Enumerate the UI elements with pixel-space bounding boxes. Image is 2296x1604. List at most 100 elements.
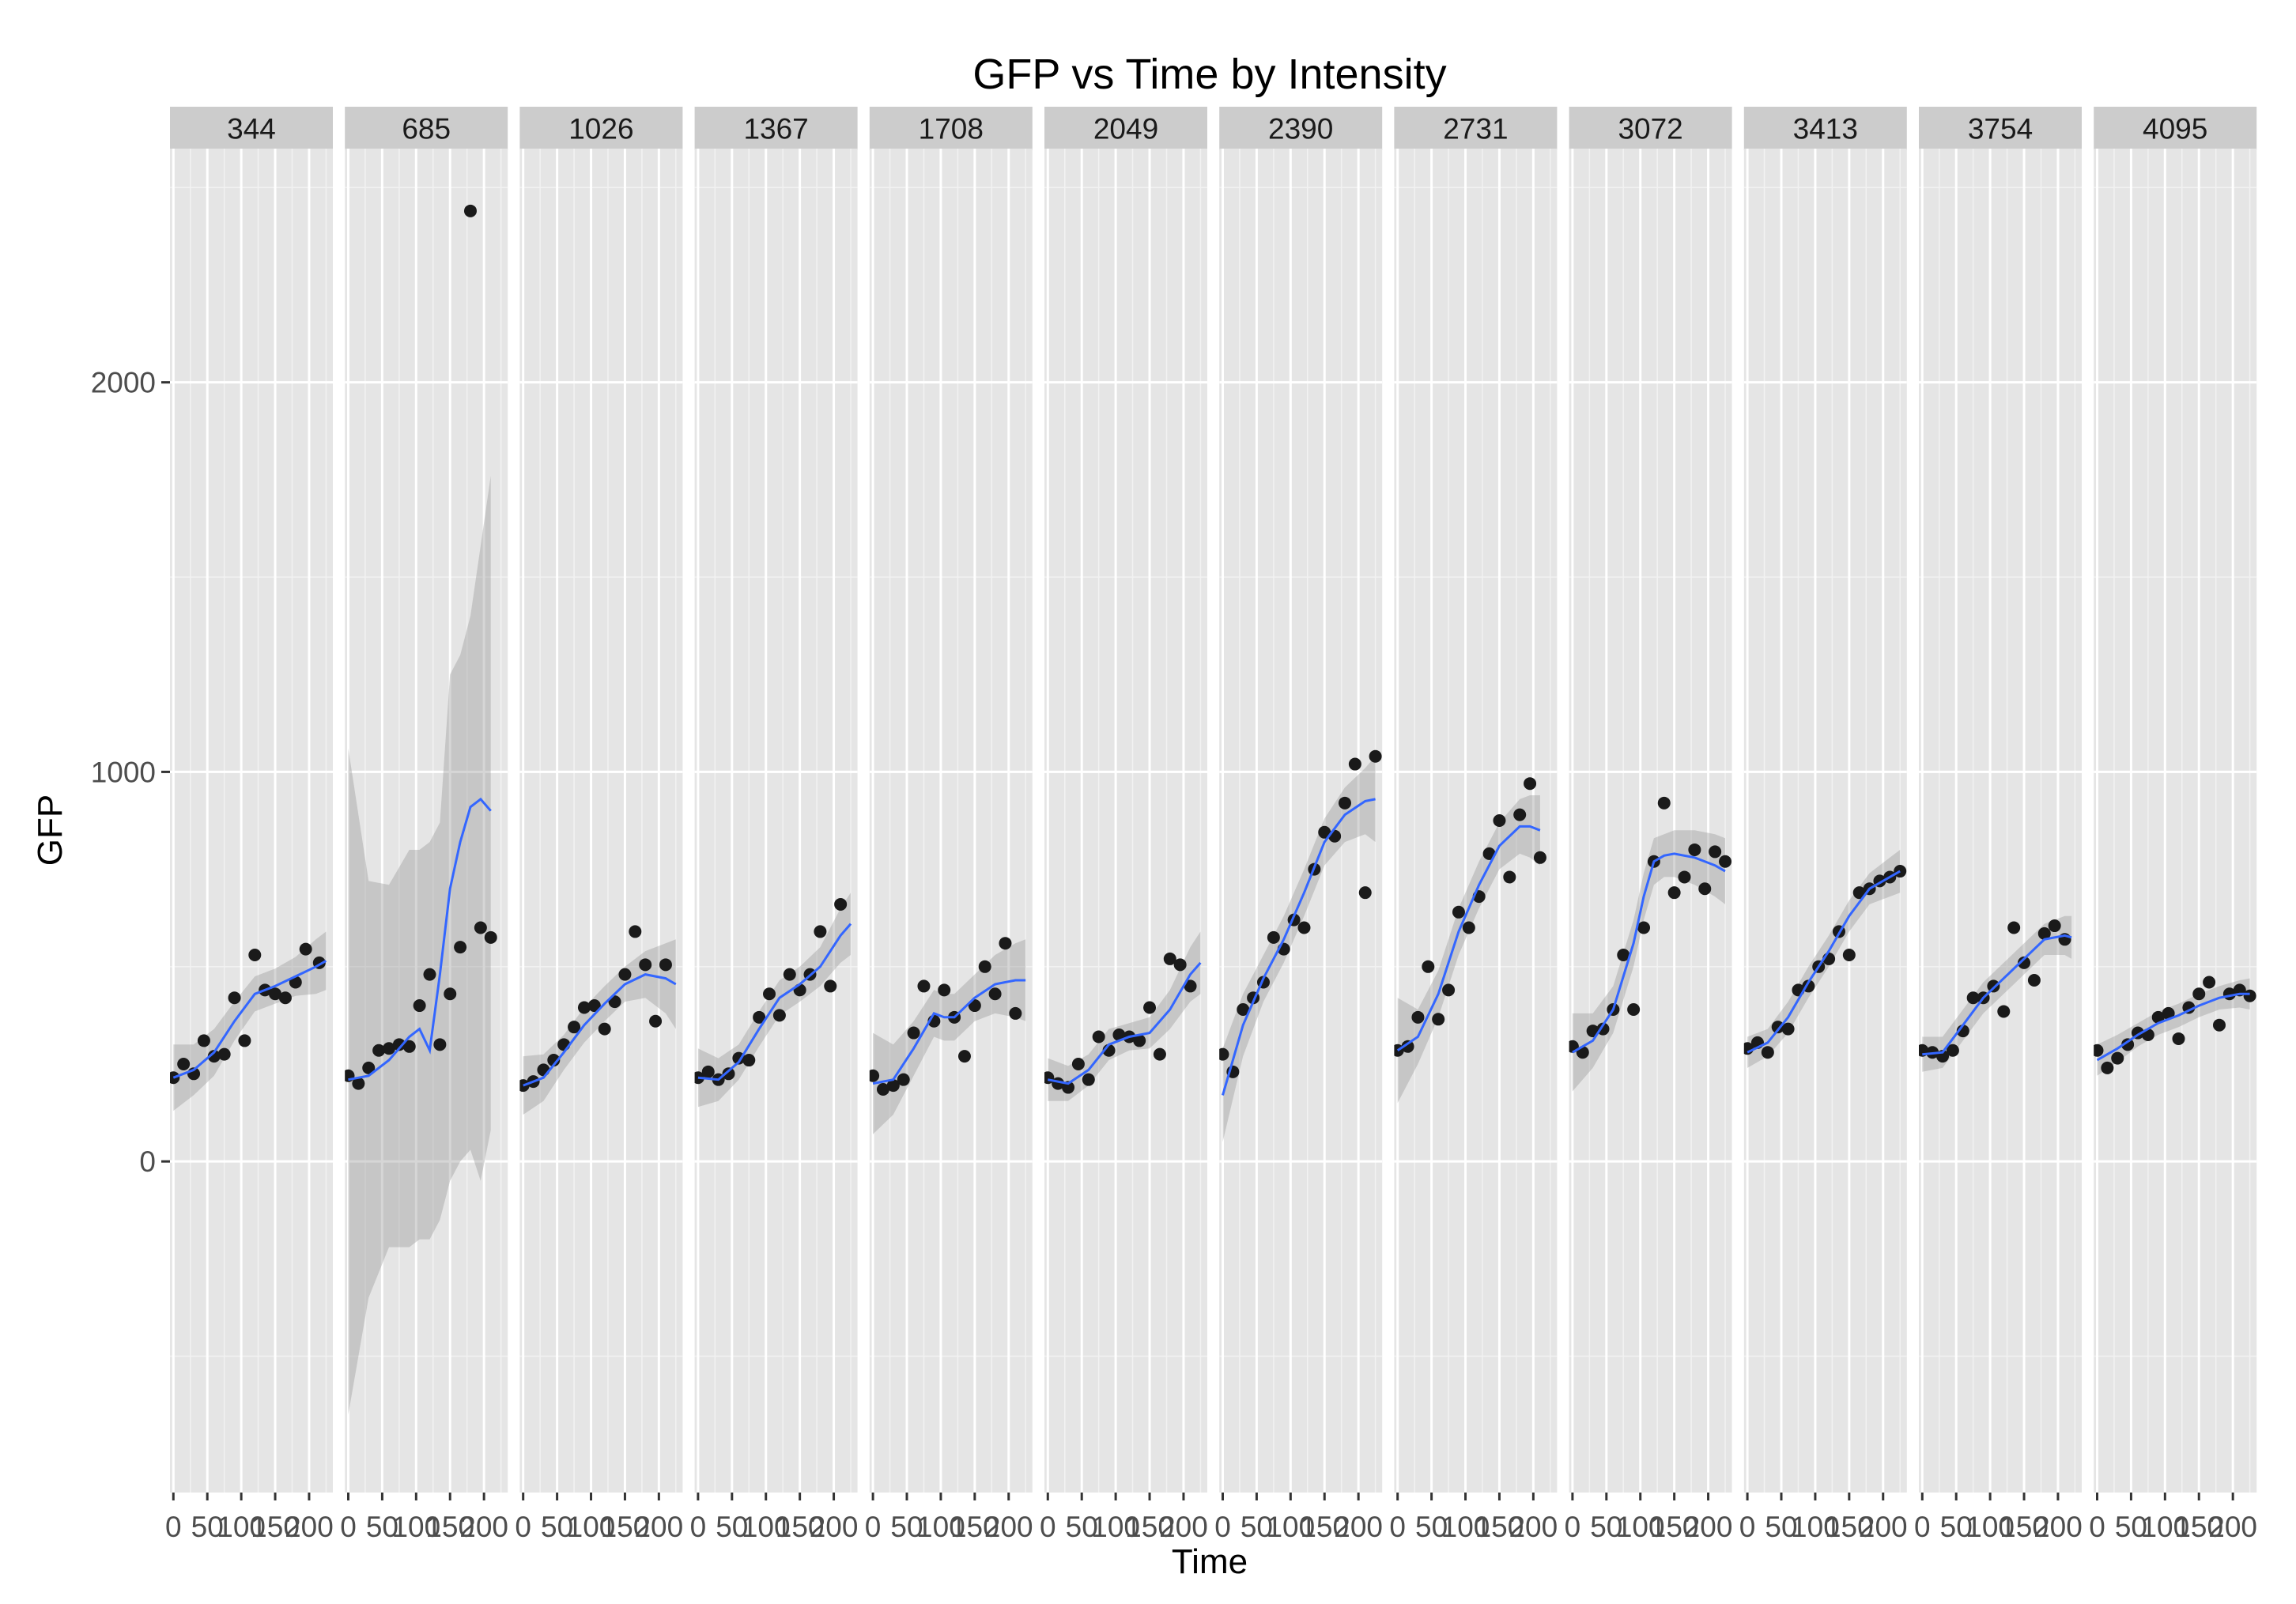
data-point: [2212, 1018, 2226, 1032]
facet-strip: [519, 107, 683, 150]
panel-grid: [1743, 149, 1907, 1493]
panel-background: [519, 149, 683, 1493]
facet-strip-label: 4095: [2143, 113, 2207, 145]
y-tick-label: 1000: [91, 756, 156, 788]
facet-strip: [345, 107, 508, 150]
data-point: [197, 1034, 210, 1047]
data-point: [988, 987, 1002, 1001]
x-tick-label: 150: [1475, 1511, 1524, 1543]
confidence-ribbon: [523, 939, 676, 1115]
data-point: [484, 930, 497, 944]
data-point: [999, 937, 1012, 950]
facet-strip-label: 3072: [1618, 113, 1682, 145]
panel-content: [869, 937, 1026, 1134]
x-tick-label: 50: [366, 1511, 398, 1543]
x-tick-label: 150: [1300, 1511, 1349, 1543]
facet-strip-label: 1026: [568, 113, 633, 145]
data-point: [2048, 919, 2061, 933]
data-point: [2121, 1038, 2135, 1051]
panel-content: [1394, 777, 1546, 1104]
data-point: [618, 968, 632, 981]
facet-strip-label: 1367: [743, 113, 808, 145]
panel-background: [2094, 149, 2257, 1493]
panel-background: [1394, 149, 1558, 1493]
x-tick-label: 150: [950, 1511, 999, 1543]
data-point: [177, 1057, 191, 1070]
facet-strip-label: 3754: [1968, 113, 2033, 145]
data-point: [1678, 870, 1691, 884]
data-point: [2243, 989, 2256, 1002]
panel-grid: [2094, 149, 2257, 1493]
data-point: [834, 897, 848, 911]
x-tick-label: 0: [1214, 1511, 1231, 1543]
data-point: [1173, 958, 1187, 972]
data-point: [1318, 825, 1331, 839]
x-tick-label: 0: [1040, 1511, 1056, 1543]
data-point: [772, 1009, 786, 1022]
data-point: [1112, 1028, 1126, 1042]
x-tick-label: 100: [2140, 1511, 2189, 1543]
x-tick-label: 200: [1159, 1511, 1208, 1543]
data-point: [1184, 979, 1197, 993]
data-point: [1071, 1057, 1085, 1070]
data-point: [1462, 921, 1475, 934]
data-point: [1781, 1022, 1795, 1036]
panel-background: [1044, 149, 1207, 1493]
panel-background: [694, 149, 858, 1493]
data-point: [907, 1026, 920, 1040]
x-tick-label: 200: [2208, 1511, 2257, 1543]
facet-strip: [2094, 107, 2257, 150]
data-point: [917, 979, 931, 993]
panel-grid: [1394, 149, 1558, 1493]
x-tick-label: 200: [2034, 1511, 2083, 1543]
smooth-line: [1222, 798, 1376, 1096]
x-tick-label: 50: [2115, 1511, 2147, 1543]
data-point: [1997, 1005, 2011, 1018]
x-tick-label: 150: [251, 1511, 300, 1543]
data-point: [217, 1047, 231, 1061]
data-point: [362, 1061, 376, 1074]
smooth-line: [1922, 934, 2072, 1056]
data-point: [2111, 1051, 2124, 1065]
data-point: [1524, 777, 1537, 791]
data-point: [1401, 1040, 1414, 1053]
data-point: [382, 1042, 395, 1055]
panel-content: [694, 893, 852, 1108]
smooth-line: [1048, 961, 1202, 1085]
data-point: [2101, 1061, 2114, 1074]
x-tick-label: 0: [1739, 1511, 1756, 1543]
data-point: [372, 1044, 386, 1057]
data-point: [2037, 927, 2051, 940]
x-tick-label: 150: [1125, 1511, 1174, 1543]
x-tick-label: 0: [690, 1511, 707, 1543]
x-tick-label: 0: [165, 1511, 182, 1543]
data-point: [1667, 886, 1681, 900]
x-axis-title: Time: [1172, 1542, 1248, 1581]
data-point: [207, 1050, 221, 1063]
panel-background: [1919, 149, 2082, 1493]
data-point: [1503, 870, 1516, 884]
data-point: [454, 941, 467, 954]
x-tick-label: 100: [1091, 1511, 1140, 1543]
data-point: [352, 1077, 365, 1090]
x-tick-label: 0: [1914, 1511, 1931, 1543]
data-point: [463, 204, 477, 217]
panel-grid: [170, 149, 333, 1493]
data-point: [1533, 851, 1546, 864]
data-point: [1237, 1002, 1250, 1016]
data-point: [1987, 979, 2000, 993]
x-tick-label: 50: [1066, 1511, 1098, 1543]
confidence-ribbon: [1222, 756, 1376, 1142]
panel-grid: [1569, 149, 1732, 1493]
data-point: [1143, 1001, 1157, 1014]
confidence-ribbon: [1397, 795, 1540, 1104]
data-point: [1761, 1046, 1774, 1059]
y-axis-title: GFP: [31, 794, 70, 866]
